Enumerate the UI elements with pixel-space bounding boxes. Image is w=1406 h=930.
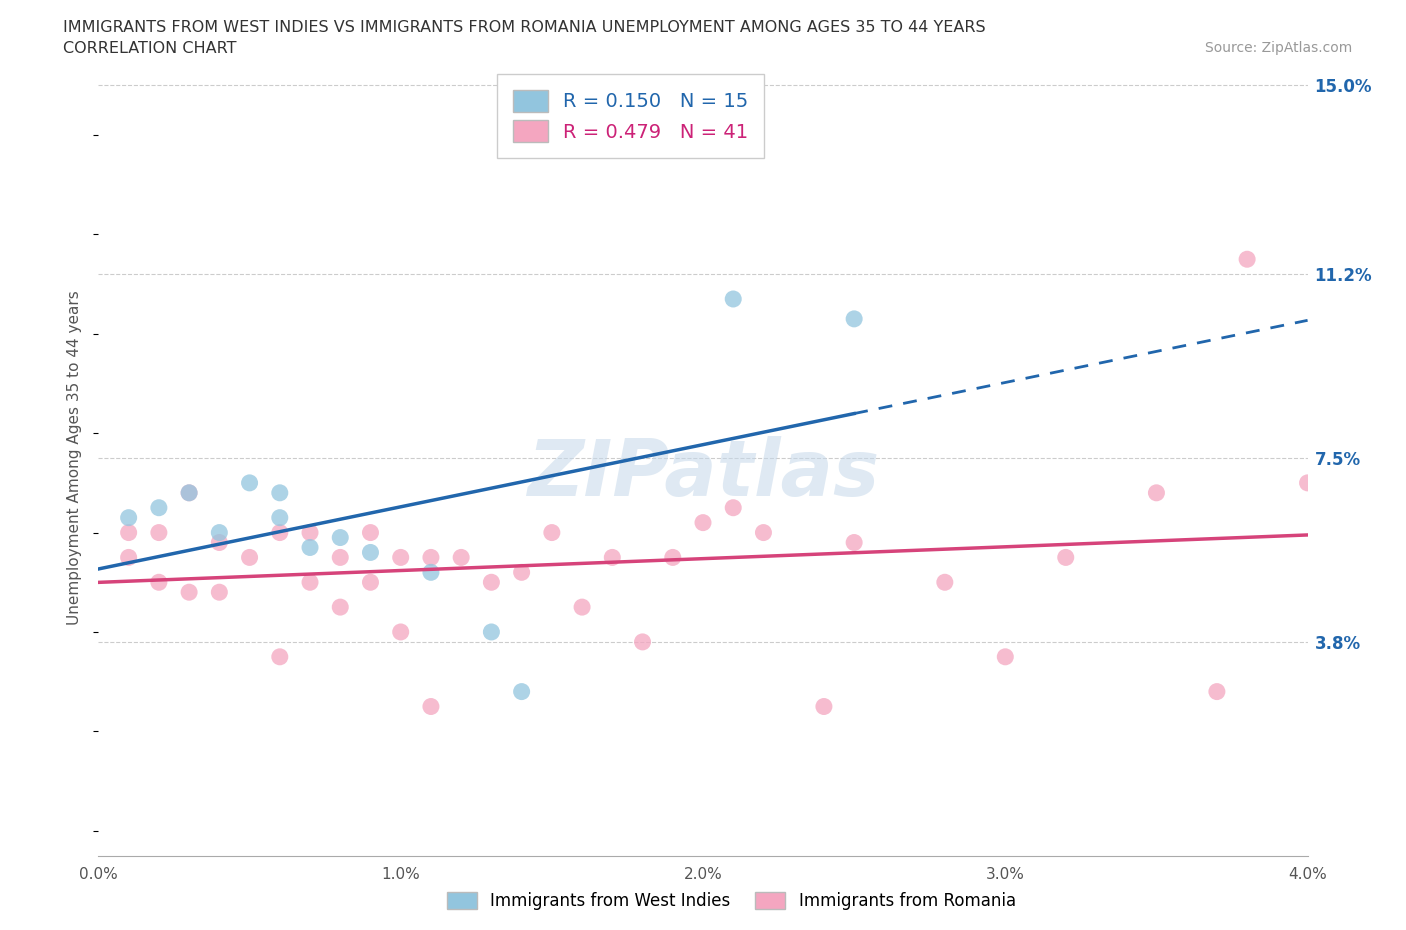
Point [148, 500, 170, 515]
Point [844, 535, 866, 550]
Point [329, 530, 352, 545]
Point [269, 649, 291, 664]
Point [1206, 684, 1229, 699]
Point [540, 525, 562, 540]
Point [208, 525, 231, 540]
Point [179, 485, 201, 500]
Point [602, 550, 624, 565]
Legend: Immigrants from West Indies, Immigrants from Romania: Immigrants from West Indies, Immigrants … [440, 885, 1022, 917]
Point [329, 550, 352, 565]
Point [118, 511, 141, 525]
Point [360, 575, 382, 590]
Point [118, 525, 141, 540]
Point [269, 525, 291, 540]
Point [148, 525, 170, 540]
Point [329, 600, 352, 615]
Point [1146, 485, 1168, 500]
Point [389, 550, 412, 565]
Point [994, 649, 1017, 664]
Point [420, 565, 443, 579]
Point [179, 585, 201, 600]
Point [148, 575, 170, 590]
Point [208, 535, 231, 550]
Point [360, 525, 382, 540]
Point [510, 565, 533, 579]
Point [239, 550, 262, 565]
Text: CORRELATION CHART: CORRELATION CHART [63, 41, 236, 56]
Point [481, 575, 503, 590]
Point [571, 600, 593, 615]
Point [631, 634, 654, 649]
Point [510, 684, 533, 699]
Point [420, 550, 443, 565]
Point [752, 525, 775, 540]
Point [1054, 550, 1077, 565]
Point [844, 312, 866, 326]
Point [299, 540, 322, 555]
Point [481, 625, 503, 640]
Point [239, 475, 262, 490]
Point [360, 545, 382, 560]
Point [269, 485, 291, 500]
Point [450, 550, 472, 565]
Point [299, 575, 322, 590]
Text: IMMIGRANTS FROM WEST INDIES VS IMMIGRANTS FROM ROMANIA UNEMPLOYMENT AMONG AGES 3: IMMIGRANTS FROM WEST INDIES VS IMMIGRANT… [63, 20, 986, 35]
Y-axis label: Unemployment Among Ages 35 to 44 years: Unemployment Among Ages 35 to 44 years [67, 291, 83, 625]
Text: Source: ZipAtlas.com: Source: ZipAtlas.com [1205, 41, 1353, 55]
Point [661, 550, 683, 565]
Point [118, 550, 141, 565]
Point [299, 525, 322, 540]
Point [1296, 475, 1319, 490]
Text: ZIPatlas: ZIPatlas [527, 436, 879, 512]
Point [723, 292, 745, 307]
Point [813, 699, 835, 714]
Point [934, 575, 956, 590]
Point [692, 515, 714, 530]
Point [208, 585, 231, 600]
Point [269, 511, 291, 525]
Point [179, 485, 201, 500]
Point [420, 699, 443, 714]
Point [389, 625, 412, 640]
Point [1236, 252, 1258, 267]
Legend: R = 0.150   N = 15, R = 0.479   N = 41: R = 0.150 N = 15, R = 0.479 N = 41 [496, 74, 763, 158]
Point [723, 500, 745, 515]
